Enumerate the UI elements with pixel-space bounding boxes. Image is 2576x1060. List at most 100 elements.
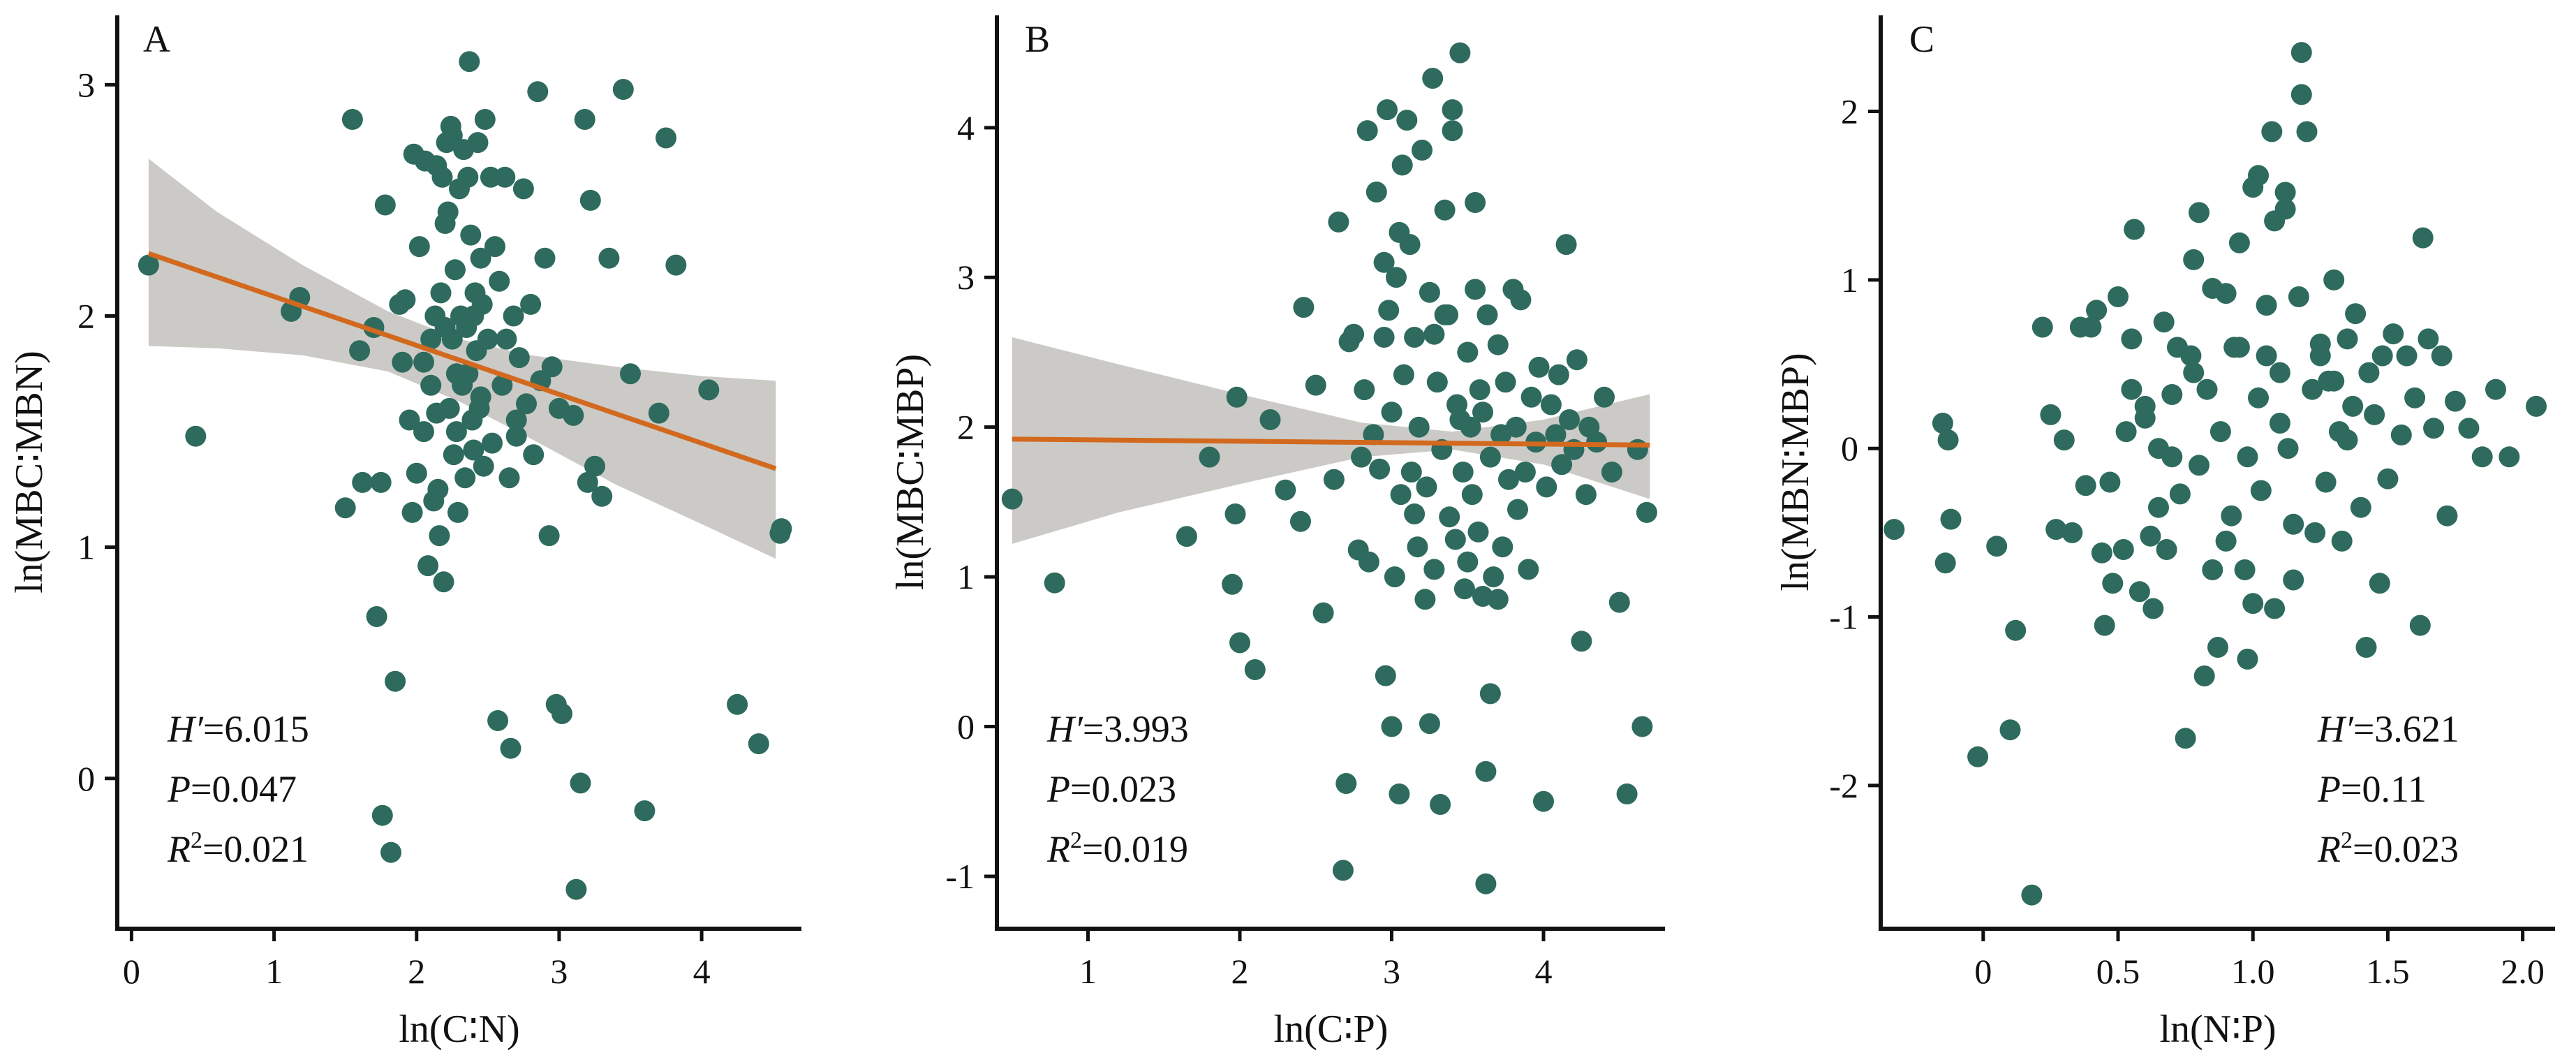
panel-a-data-point (584, 455, 605, 477)
panel-c-data-point (2121, 378, 2142, 400)
panel-b-data-point (1224, 503, 1246, 524)
panel-b-data-point (1389, 221, 1410, 243)
panel-c-data-point (2086, 300, 2108, 321)
panel-b-data-point (1226, 386, 1248, 408)
panel-c-data-point (2302, 378, 2323, 400)
panel-c-data-point (2248, 165, 2269, 186)
panel-a-data-point (565, 878, 587, 900)
panel-c-stat-p: P=0.11 (2317, 768, 2427, 810)
panel-c-data-point (2153, 311, 2175, 333)
panel-b-data-point (1312, 602, 1334, 624)
panel-c-data-point (2264, 210, 2286, 232)
panel-b-data-point (1536, 476, 1557, 498)
panel-a-data-point (665, 254, 687, 276)
panel-b-data-point (1422, 68, 1444, 89)
panel-c-data-point (2091, 542, 2112, 564)
panel-a-data-point (612, 79, 634, 100)
panel-a-y-tick-label: 1 (77, 528, 95, 567)
panel-c-data-point (2423, 418, 2445, 439)
panel-c-data-point (2094, 614, 2115, 636)
panel-c-y-tick-label: 2 (1841, 92, 1858, 131)
panel-a-data-point (427, 478, 449, 500)
panel-b-data-point (1222, 573, 1243, 595)
panel-c: 0 0.5 1.0 1.5 2.0 -2 -1 0 1 2 C ln(N∶P) ln(MBN∶MB… (1774, 15, 2555, 1051)
panel-a-data-point (748, 733, 769, 755)
panel-c-data-point (2248, 387, 2269, 408)
panel-c-data-point (1940, 508, 1962, 530)
panel-a-stat-h: H′=6.015 (167, 708, 309, 750)
panel-a-fit-line (147, 251, 777, 471)
panel-b-data-point (1505, 416, 1527, 438)
panel-c-data-point (2390, 424, 2412, 446)
panel-b-y-tick-label: 3 (957, 258, 975, 297)
panel-b-data-point (1351, 446, 1372, 468)
panel-a-data-point (477, 328, 498, 350)
panel-c-x-axis-label: ln(N∶P) (2159, 1008, 2276, 1051)
panel-c-points (1883, 42, 2547, 906)
panel-a-data-point (541, 356, 563, 378)
panel-a-data-point (591, 485, 613, 507)
panel-b-stat-r2: R2=0.019 (1046, 827, 1188, 870)
panel-c-data-point (2274, 182, 2296, 203)
panel-c-data-point (1937, 429, 1959, 451)
panel-b-data-point (1518, 559, 1539, 580)
panel-b-data-point (1363, 424, 1384, 446)
panel-b-y-tick-label: 4 (957, 108, 975, 147)
panel-c-data-point (2283, 569, 2304, 591)
panel-c-data-point (2061, 522, 2083, 543)
panel-a-data-point (500, 737, 521, 759)
panel-c-data-point (2256, 295, 2277, 316)
panel-a-y-axis-label: ln(MBC∶MBN) (8, 351, 51, 594)
panel-a-x-tick-label: 1 (265, 952, 283, 991)
panel-c-y-axis-label: ln(MBN∶MBP) (1774, 353, 1817, 591)
panel-b-y-tick-label: -1 (945, 857, 975, 896)
panel-b-y-tick-label: 2 (957, 408, 975, 447)
panel-a-y-tick-label: 0 (77, 759, 95, 798)
panel-c-y-tick-label: -2 (1829, 766, 1858, 805)
panel-c-data-point (2342, 395, 2364, 417)
panel-b-data-point (1419, 713, 1440, 735)
panel-b-data-point (1244, 659, 1266, 680)
panel-a-data-point (408, 236, 430, 258)
panel-c-data-point (1883, 519, 1905, 540)
panel-c-data-point (2331, 530, 2353, 552)
panel-a-data-point (457, 363, 479, 385)
panel-a-data-point (496, 328, 517, 350)
panel-a-data-point (444, 259, 466, 281)
panel-b-data-point (1199, 446, 1220, 468)
panel-c-data-point (2005, 619, 2027, 641)
panel-c-data-point (2228, 232, 2250, 253)
panel-c-data-point (2221, 505, 2242, 527)
panel-a-data-point (574, 109, 595, 130)
panel-b-data-point (1400, 462, 1422, 483)
panel-b-data-point (1375, 665, 1396, 686)
panel-b-letter: B (1025, 18, 1050, 60)
panel-b-data-point (1414, 589, 1436, 610)
panel-b-data-point (1452, 462, 1474, 483)
panel-b-data-point (1487, 589, 1509, 610)
panel-a-x-tick-label: 0 (123, 952, 140, 991)
panel-c-data-point (2283, 513, 2304, 535)
panel-c-data-point (2364, 404, 2385, 425)
panel-a-x-tick-label: 3 (550, 952, 568, 991)
panel-c-data-point (2140, 525, 2161, 547)
panel-a-data-point (370, 471, 392, 493)
panel-a-x-axis-label: ln(C∶N) (399, 1008, 519, 1051)
panel-a-data-point (487, 710, 509, 731)
panel-b-data-point (1627, 439, 1648, 460)
panel-b-data-point (1476, 304, 1498, 325)
panel-b-data-point (1407, 536, 1428, 558)
panel-b-data-point (1533, 790, 1554, 812)
panel-a-data-point (523, 444, 545, 466)
panel-a-data-point (352, 471, 373, 493)
panel-a-data-point (433, 571, 454, 593)
panel-a-data-point (491, 374, 513, 396)
panel-a-data-point (470, 386, 491, 408)
panel-b-data-point (1467, 521, 1489, 543)
panel-b-data-point (1434, 304, 1456, 325)
panel-c-data-point (2315, 471, 2337, 493)
panel-a-data-point (380, 841, 401, 863)
panel-c-data-point (2412, 227, 2434, 249)
panel-b-x-tick-label: 2 (1231, 952, 1249, 991)
panel-a-data-point (385, 670, 406, 692)
